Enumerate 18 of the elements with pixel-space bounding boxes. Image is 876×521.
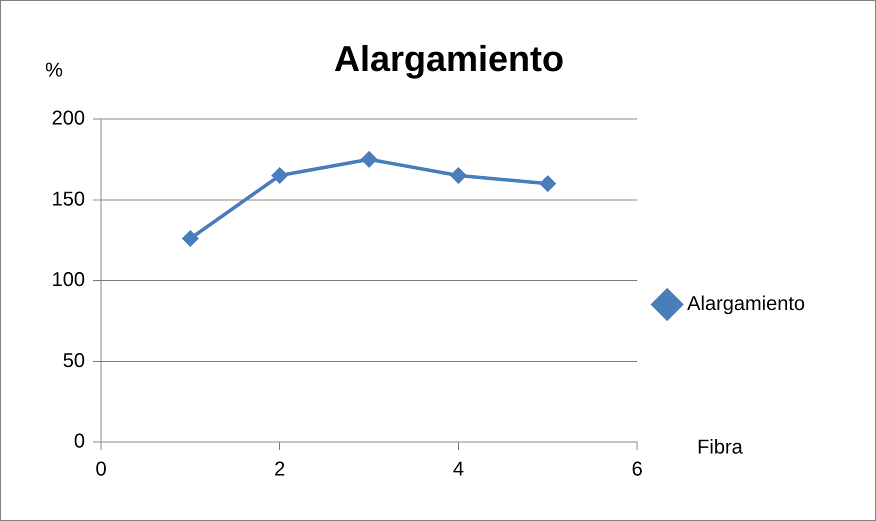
point bbox=[450, 168, 466, 184]
legend-label: Alargamiento bbox=[687, 293, 805, 316]
y-tick-label: 0 bbox=[74, 430, 85, 453]
point bbox=[272, 168, 288, 184]
chart-title: Alargamiento bbox=[334, 38, 564, 79]
point bbox=[361, 152, 377, 168]
point bbox=[540, 176, 556, 192]
x-tick-label: 6 bbox=[632, 458, 643, 481]
y-axis-title: % bbox=[45, 60, 64, 82]
y-tick-label: 50 bbox=[62, 350, 85, 372]
y-tick-label: 100 bbox=[52, 269, 85, 292]
x-axis-title: Fibra bbox=[697, 436, 744, 459]
x-tick-label: 2 bbox=[274, 458, 286, 481]
x-tick-label: 4 bbox=[452, 458, 464, 481]
x-tick-label: 0 bbox=[95, 458, 107, 481]
y-tick-label: 200 bbox=[52, 108, 85, 130]
point bbox=[182, 230, 198, 246]
y-tick-label: 150 bbox=[52, 188, 85, 210]
